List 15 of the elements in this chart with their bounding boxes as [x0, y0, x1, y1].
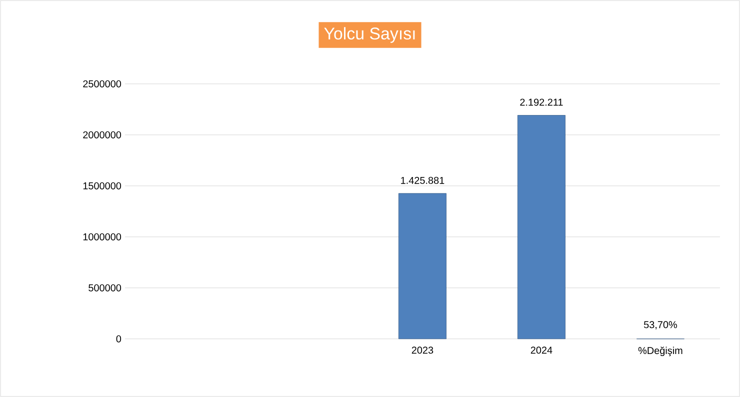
chart-title: Yolcu Sayısı — [324, 27, 415, 43]
data-label: 53,70% — [644, 321, 678, 330]
data-label: 1.425.881 — [401, 176, 444, 184]
y-tick-label: 0 — [116, 335, 122, 342]
y-tick-label: 1500000 — [83, 182, 122, 190]
bar — [398, 193, 446, 340]
bar — [517, 115, 566, 340]
y-tick-label: 1000000 — [83, 233, 122, 240]
x-tick-label: %Değişim — [638, 346, 682, 356]
x-tick-label: 2024 — [530, 346, 552, 354]
y-tick-label: 500000 — [88, 284, 122, 292]
y-tick-label: 2500000 — [83, 80, 122, 88]
data-label: 2.192.211 — [520, 98, 563, 106]
y-tick-label: 2000000 — [83, 131, 122, 138]
x-tick-label: 2023 — [412, 346, 434, 354]
